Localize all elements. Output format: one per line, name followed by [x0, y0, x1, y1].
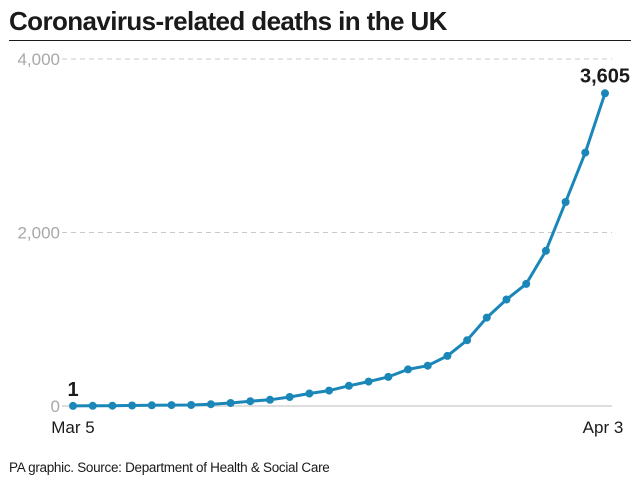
- data-point: [344, 381, 353, 390]
- chart-title: Coronavirus-related deaths in the UK: [9, 6, 447, 36]
- data-point: [128, 401, 137, 410]
- x-tick-label-end: Apr 3: [583, 418, 624, 437]
- data-point: [384, 372, 393, 381]
- title-divider: [9, 40, 631, 41]
- data-point: [147, 401, 156, 410]
- data-label-first: 1: [67, 379, 78, 401]
- series-line: [71, 91, 607, 408]
- data-point: [404, 365, 412, 374]
- data-point: [88, 401, 97, 410]
- source-note: PA graphic. Source: Department of Health…: [9, 460, 330, 475]
- x-tick-label-start: Mar 5: [51, 418, 94, 437]
- series-deaths: [69, 89, 609, 410]
- y-axis-tick-labels: 0 2,000 4,000: [17, 50, 60, 416]
- data-labels: 1 3,605: [67, 65, 630, 401]
- data-point: [581, 148, 590, 157]
- data-point: [305, 389, 314, 398]
- data-point: [187, 401, 196, 409]
- data-point: [206, 400, 215, 409]
- data-point: [285, 393, 294, 401]
- data-point: [561, 198, 570, 206]
- data-point: [69, 401, 77, 410]
- data-point: [108, 401, 117, 410]
- data-point: [246, 397, 255, 406]
- data-point: [482, 313, 491, 322]
- data-point: [502, 295, 511, 304]
- data-point: [463, 336, 472, 345]
- y-tick-label-0: 0: [51, 397, 60, 416]
- data-point: [443, 351, 452, 360]
- data-point: [266, 395, 274, 404]
- gridlines: [62, 58, 612, 233]
- data-point: [325, 386, 334, 395]
- data-point: [226, 399, 235, 407]
- data-point: [167, 401, 176, 410]
- data-point: [541, 246, 550, 255]
- y-tick-label-2000: 2,000: [17, 224, 60, 243]
- data-point: [522, 279, 531, 288]
- data-point: [364, 377, 373, 386]
- y-tick-label-4000: 4,000: [17, 50, 60, 69]
- data-point: [423, 361, 432, 370]
- data-label-last: 3,605: [580, 65, 630, 87]
- data-point: [601, 89, 609, 98]
